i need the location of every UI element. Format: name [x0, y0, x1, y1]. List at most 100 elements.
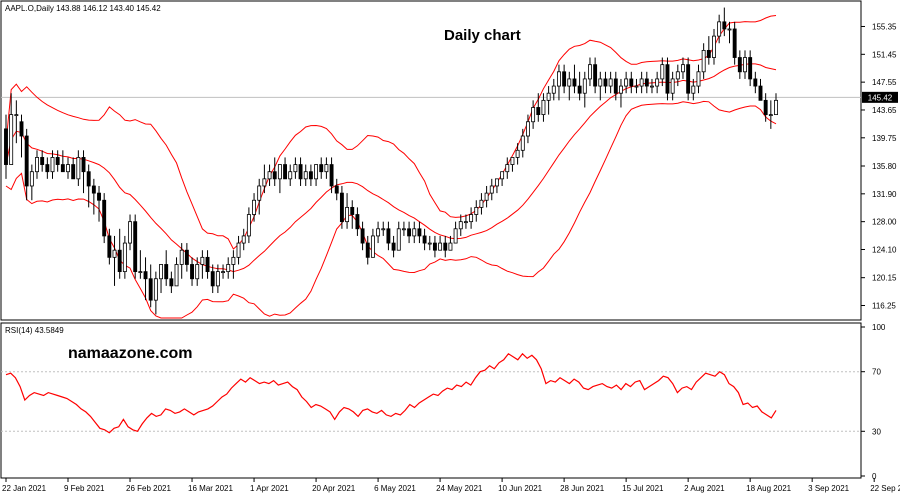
bollinger-lower — [5, 100, 777, 319]
candle-body-up — [159, 264, 163, 280]
candle-body-down — [272, 171, 277, 180]
candle-body-down — [365, 242, 370, 258]
candle-body-down — [148, 278, 153, 301]
candle-body-down — [107, 235, 112, 258]
candle — [91, 178, 96, 215]
candle — [634, 78, 639, 94]
candle — [644, 71, 649, 94]
candle — [722, 7, 727, 37]
candle-body-down — [205, 256, 210, 273]
candle-body-down — [40, 157, 45, 165]
candle-body-down — [60, 164, 65, 173]
candle-body-up — [712, 35, 716, 58]
candle-body-up — [696, 71, 701, 87]
candle — [396, 221, 401, 251]
candle — [190, 257, 194, 286]
candle — [55, 150, 60, 172]
rsi-panel — [0, 322, 862, 479]
candle — [267, 164, 272, 186]
candle-body-up — [76, 157, 81, 180]
candle-body-up — [303, 171, 308, 180]
candle-body-down — [360, 228, 365, 244]
time-tick-label: 3 Sep 2021 — [808, 484, 849, 493]
candle-body-down — [706, 49, 711, 58]
candle-body-up — [520, 135, 525, 151]
candle-body-down — [593, 64, 598, 87]
candle-body-up — [453, 228, 458, 244]
candle — [407, 221, 412, 244]
candle-body-down — [210, 271, 215, 287]
candle-body-up — [598, 78, 603, 87]
candle-body-up — [236, 242, 241, 258]
candle — [143, 257, 148, 301]
candle — [768, 100, 773, 129]
candle — [122, 235, 127, 279]
candle — [515, 143, 520, 165]
candle — [510, 157, 515, 172]
candle — [148, 264, 153, 308]
candle — [45, 157, 50, 179]
candle — [71, 157, 76, 180]
candle — [443, 235, 448, 258]
candle-body-down — [603, 78, 608, 87]
candle — [236, 235, 241, 265]
candle — [9, 93, 14, 165]
time-tick-label: 26 Feb 2021 — [126, 484, 171, 493]
candle — [665, 57, 670, 101]
candle-body-down — [644, 78, 649, 87]
rsi-tick-label: 70 — [872, 368, 881, 377]
candle-body-down — [55, 157, 60, 165]
candle-body-down — [417, 228, 422, 237]
candle-body-up — [241, 235, 246, 244]
candle — [231, 250, 236, 279]
candle-body-up — [231, 256, 236, 265]
candle-body-up — [66, 164, 70, 173]
candle-body-up — [427, 242, 432, 245]
candle-body-up — [624, 78, 629, 87]
candle — [81, 150, 86, 194]
candle — [448, 235, 453, 251]
candle — [557, 64, 561, 101]
candle — [76, 150, 81, 186]
candle — [489, 178, 494, 201]
candle-body-down — [613, 78, 618, 94]
candle — [164, 250, 169, 286]
price-tick-label: 128.00 — [872, 218, 897, 227]
candle-body-up — [412, 228, 417, 237]
candle-body-up — [35, 157, 39, 173]
candle-body-up — [267, 171, 272, 180]
time-tick-label: 24 May 2021 — [436, 484, 483, 493]
candle-body-up — [500, 171, 505, 180]
candle-body-up — [494, 178, 499, 187]
time-tick-label: 9 Feb 2021 — [64, 484, 105, 493]
candle-body-up — [195, 264, 200, 280]
candle-body-up — [608, 78, 613, 87]
candle — [463, 214, 468, 229]
candle — [588, 57, 592, 87]
candle — [133, 214, 138, 279]
candle-body-down — [71, 164, 76, 180]
candle — [97, 185, 101, 222]
candle-body-down — [319, 164, 324, 173]
candle — [35, 150, 39, 179]
price-tick-label: 120.15 — [872, 274, 897, 283]
candle-body-up — [112, 249, 117, 258]
candle — [221, 264, 225, 279]
candle-body-up — [567, 78, 572, 87]
candlestick-series — [4, 7, 778, 315]
candle — [432, 235, 437, 258]
candle — [696, 64, 701, 94]
candle — [272, 157, 277, 186]
candle-body-up — [396, 228, 401, 251]
candle-body-down — [753, 78, 758, 87]
candle — [376, 221, 381, 244]
candle-body-up — [262, 178, 267, 187]
price-tick-label: 131.90 — [872, 190, 897, 199]
time-tick-label: 22 Sep 2021 — [870, 484, 900, 493]
candle-body-up — [381, 228, 386, 231]
candle-body-down — [81, 157, 86, 173]
chart-annotation: Daily chart — [444, 27, 521, 44]
candle — [4, 114, 8, 179]
candle-body-up — [588, 64, 592, 80]
